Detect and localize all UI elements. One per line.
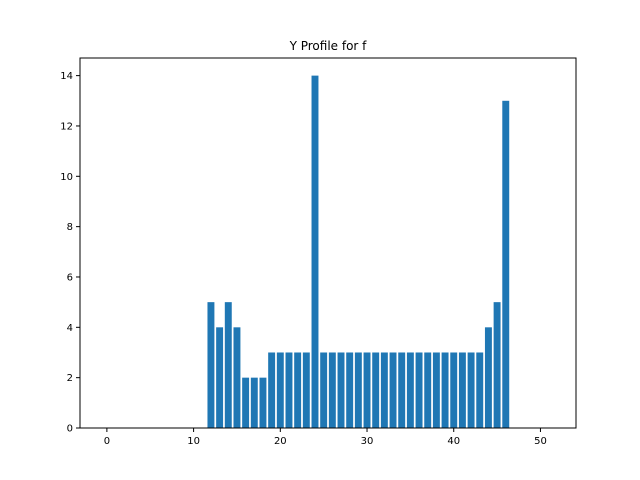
bar-41 (458, 352, 466, 428)
bar-38 (432, 352, 440, 428)
bar-45 (493, 302, 501, 428)
y-tick-label: 8 (67, 222, 73, 233)
y-tick-label: 4 (67, 323, 73, 334)
y-tick-label: 0 (67, 424, 73, 435)
bar-36 (415, 352, 423, 428)
bar-29 (354, 352, 362, 428)
bar-33 (389, 352, 397, 428)
bar-22 (294, 352, 302, 428)
bar-28 (346, 352, 354, 428)
x-tick-label: 10 (187, 436, 200, 447)
bar-18 (259, 377, 267, 428)
x-axis: 0 10 20 30 40 50 (104, 428, 547, 447)
x-tick-label: 20 (274, 436, 287, 447)
y-tick-label: 12 (60, 121, 73, 132)
bar-25 (320, 352, 328, 428)
bar-19 (268, 352, 276, 428)
bar-17 (250, 377, 258, 428)
bar-24 (311, 75, 319, 428)
bar-20 (276, 352, 284, 428)
x-tick-label: 0 (104, 436, 110, 447)
x-tick-label: 40 (447, 436, 460, 447)
bar-23 (302, 352, 310, 428)
bar-31 (372, 352, 380, 428)
bar-32 (380, 352, 388, 428)
bar-44 (484, 327, 492, 428)
bar-13 (216, 327, 224, 428)
y-axis: 0 2 4 6 8 10 12 14 (60, 71, 80, 435)
chart-title: Y Profile for f (289, 39, 368, 53)
bar-46 (502, 100, 510, 428)
bar-39 (441, 352, 449, 428)
bar-12 (207, 302, 215, 428)
y-tick-label: 6 (67, 272, 73, 283)
bar-42 (467, 352, 475, 428)
bar-14 (224, 302, 232, 428)
bar-40 (450, 352, 458, 428)
bar-15 (233, 327, 241, 428)
bar-group (207, 75, 510, 428)
bar-34 (398, 352, 406, 428)
x-tick-label: 50 (534, 436, 547, 447)
bar-26 (328, 352, 336, 428)
bar-43 (476, 352, 484, 428)
x-tick-label: 30 (361, 436, 374, 447)
y-tick-label: 14 (60, 71, 73, 82)
bar-16 (242, 377, 250, 428)
y-tick-label: 2 (67, 373, 73, 384)
plot-frame (79, 57, 577, 429)
bar-27 (337, 352, 345, 428)
bar-37 (424, 352, 432, 428)
bar-21 (285, 352, 293, 428)
bar-35 (406, 352, 414, 428)
y-tick-label: 10 (60, 172, 73, 183)
bar-30 (363, 352, 371, 428)
